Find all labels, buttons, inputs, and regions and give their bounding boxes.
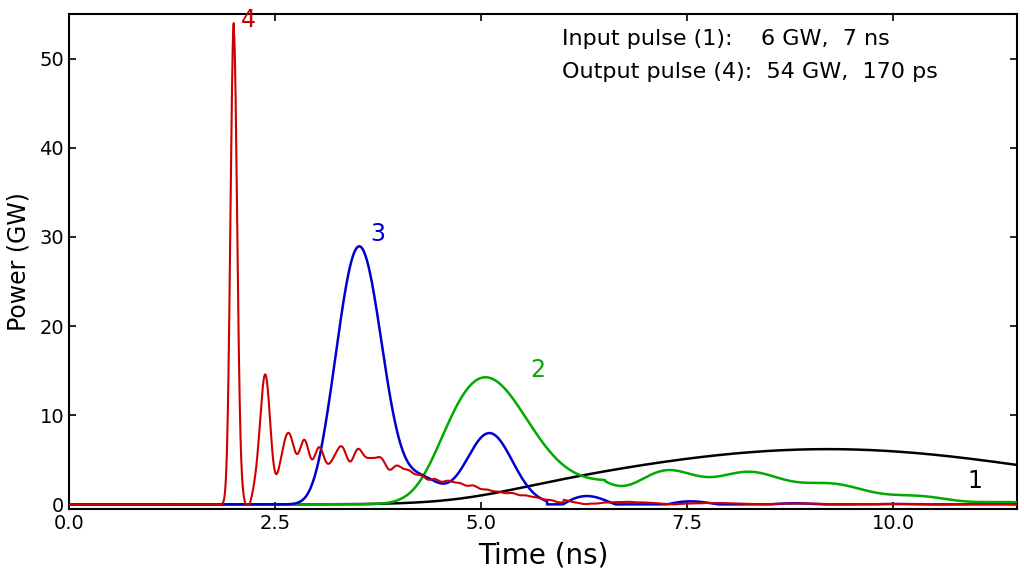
Text: 3: 3 [370, 222, 385, 247]
Text: 1: 1 [968, 469, 982, 494]
Text: Input pulse (1):    6 GW,  7 ns
Output pulse (4):  54 GW,  170 ps: Input pulse (1): 6 GW, 7 ns Output pulse… [562, 29, 938, 82]
Text: 4: 4 [241, 8, 255, 32]
X-axis label: Time (ns): Time (ns) [478, 541, 608, 569]
Y-axis label: Power (GW): Power (GW) [7, 192, 31, 331]
Text: 2: 2 [530, 358, 546, 382]
